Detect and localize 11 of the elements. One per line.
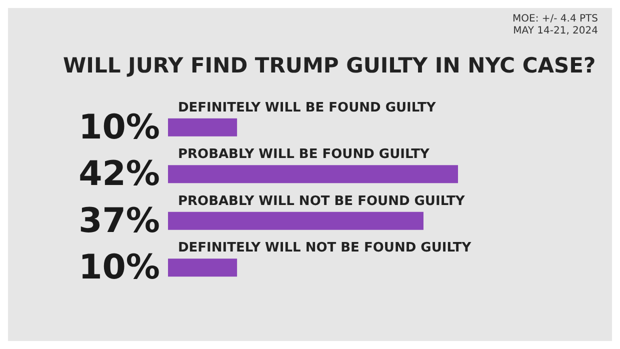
- data-label: 42%: [78, 154, 160, 194]
- y-tick-label: PROBABLY WILL NOT BE FOUND GUILTY: [178, 194, 466, 209]
- data-label: 10%: [78, 248, 160, 288]
- chart-title: WILL JURY FIND TRUMP GUILTY IN NYC CASE?: [63, 54, 596, 78]
- text: MAY 14-21, 2024: [513, 26, 598, 36]
- y-tick-label: DEFINITELY WILL NOT BE FOUND GUILTY: [178, 240, 472, 256]
- data-label: 37%: [78, 200, 160, 241]
- y-tick-label: PROBABLY WILL BE FOUND GUILTY: [178, 147, 430, 162]
- y-tick-label: DEFINITELY WILL BE FOUND GUILTY: [178, 100, 436, 116]
- text: MOE: +/- 4.4 PTS: [512, 14, 598, 24]
- data-label: 10%: [78, 107, 160, 148]
